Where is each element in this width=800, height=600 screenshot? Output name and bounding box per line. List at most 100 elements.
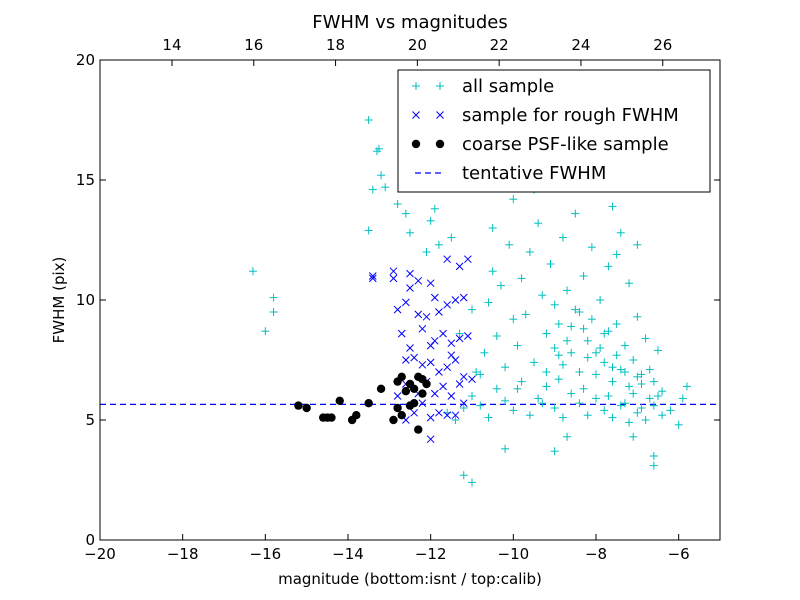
all-sample-point: [654, 392, 662, 400]
all-sample-point: [678, 394, 687, 403]
coarse-psf-point: [393, 403, 402, 413]
legend-marker: [435, 139, 445, 149]
all-sample-point: [608, 413, 617, 422]
all-sample-point: [538, 291, 547, 300]
all-sample-point: [616, 401, 625, 410]
rough-fwhm-point: [418, 399, 427, 408]
all-sample-point: [575, 308, 584, 316]
all-sample-point: [558, 360, 567, 369]
all-sample-point: [364, 226, 373, 235]
x-tick-label: −14: [332, 545, 364, 563]
all-sample-point: [509, 195, 518, 204]
rough-fwhm-point: [459, 399, 468, 408]
rough-fwhm-point: [459, 372, 468, 381]
all-sample-point: [501, 363, 510, 372]
all-sample-point: [575, 399, 584, 408]
y-tick-label: 20: [76, 51, 95, 69]
all-sample-point: [550, 300, 559, 309]
all-sample-point: [530, 358, 538, 367]
rough-fwhm-point: [410, 408, 418, 417]
rough-fwhm-point: [426, 413, 435, 422]
all-sample-point: [600, 329, 609, 338]
rough-fwhm-point: [426, 358, 435, 367]
rough-fwhm-point: [435, 408, 443, 417]
all-sample-point: [571, 209, 580, 218]
all-sample-point: [554, 351, 563, 360]
all-sample-point: [583, 411, 592, 420]
top-x-tick-label: 22: [490, 36, 509, 54]
all-sample-point: [629, 356, 638, 364]
all-sample-point: [600, 358, 609, 367]
all-sample-point: [608, 202, 617, 211]
legend-marker: [412, 111, 420, 119]
all-sample-point: [616, 228, 625, 237]
all-sample-point: [492, 332, 501, 340]
rough-fwhm-point: [443, 363, 452, 372]
all-sample-point: [654, 346, 662, 355]
all-sample-point: [261, 327, 270, 336]
all-sample-point: [629, 432, 638, 441]
rough-fwhm-point: [389, 267, 398, 276]
legend-label: all sample: [462, 76, 554, 97]
all-sample-point: [583, 353, 592, 362]
top-x-tick-label: 20: [408, 36, 427, 54]
rough-fwhm-point: [397, 329, 406, 338]
all-sample-point: [592, 370, 600, 379]
coarse-psf-point: [335, 396, 344, 405]
all-sample-point: [620, 368, 629, 376]
rough-fwhm-point: [443, 411, 452, 420]
all-sample-point: [476, 401, 485, 410]
rough-fwhm-point: [455, 380, 464, 388]
all-sample-point: [488, 224, 497, 232]
all-sample-point: [269, 308, 278, 316]
all-sample-point: [649, 401, 658, 410]
all-sample-point: [525, 411, 534, 420]
rough-fwhm-point: [414, 310, 423, 319]
all-sample-point: [592, 394, 600, 403]
all-sample-point: [612, 351, 621, 360]
all-sample-point: [422, 248, 431, 256]
y-tick-label: 10: [76, 291, 95, 309]
legend-label: coarse PSF-like sample: [462, 134, 669, 155]
rough-fwhm-point: [439, 329, 447, 338]
all-sample-point: [579, 272, 588, 280]
all-sample-point: [641, 416, 650, 424]
all-sample-point: [368, 185, 377, 194]
all-sample-point: [501, 396, 510, 405]
legend-label: sample for rough FWHM: [462, 105, 679, 126]
all-sample-point: [542, 368, 551, 376]
y-tick-label: 15: [76, 171, 95, 189]
all-sample-point: [538, 399, 547, 408]
all-sample-point: [612, 320, 621, 328]
all-sample-point: [401, 209, 410, 218]
all-sample-point: [633, 372, 642, 381]
top-x-tick-label: 14: [162, 36, 181, 54]
all-sample-point: [645, 365, 654, 374]
axes: −20 −18 −16 −14 −12 −10 −8 −6 14 16 18 20 22 24 26 0 5 10…: [76, 36, 720, 563]
all-sample-point: [375, 144, 383, 153]
coarse-psf-point: [409, 399, 419, 408]
coarse-psf-point: [389, 415, 398, 425]
all-sample-point: [625, 418, 634, 427]
all-sample-point: [550, 447, 559, 456]
all-sample-point: [567, 389, 576, 398]
rough-fwhm-point: [414, 276, 423, 285]
chart-title: FWHM vs magnitudes: [312, 12, 507, 33]
x-tick-label: −12: [415, 545, 447, 563]
rough-fwhm-point: [447, 351, 456, 360]
all-sample-point: [629, 389, 638, 398]
all-sample-point: [625, 382, 634, 391]
rough-fwhm-point: [443, 255, 452, 264]
all-sample-point: [604, 392, 613, 400]
all-sample-point: [579, 324, 588, 333]
rough-fwhm-point: [406, 284, 414, 292]
legend-box: [397, 69, 711, 193]
all-sample-point: [484, 413, 493, 422]
all-sample-point: [509, 315, 518, 324]
all-sample-point: [459, 471, 468, 480]
x-tick-label: −8: [585, 545, 607, 563]
all-sample-point: [579, 384, 588, 393]
coarse-psf-point: [364, 399, 373, 408]
rough-fwhm-point: [451, 411, 460, 420]
